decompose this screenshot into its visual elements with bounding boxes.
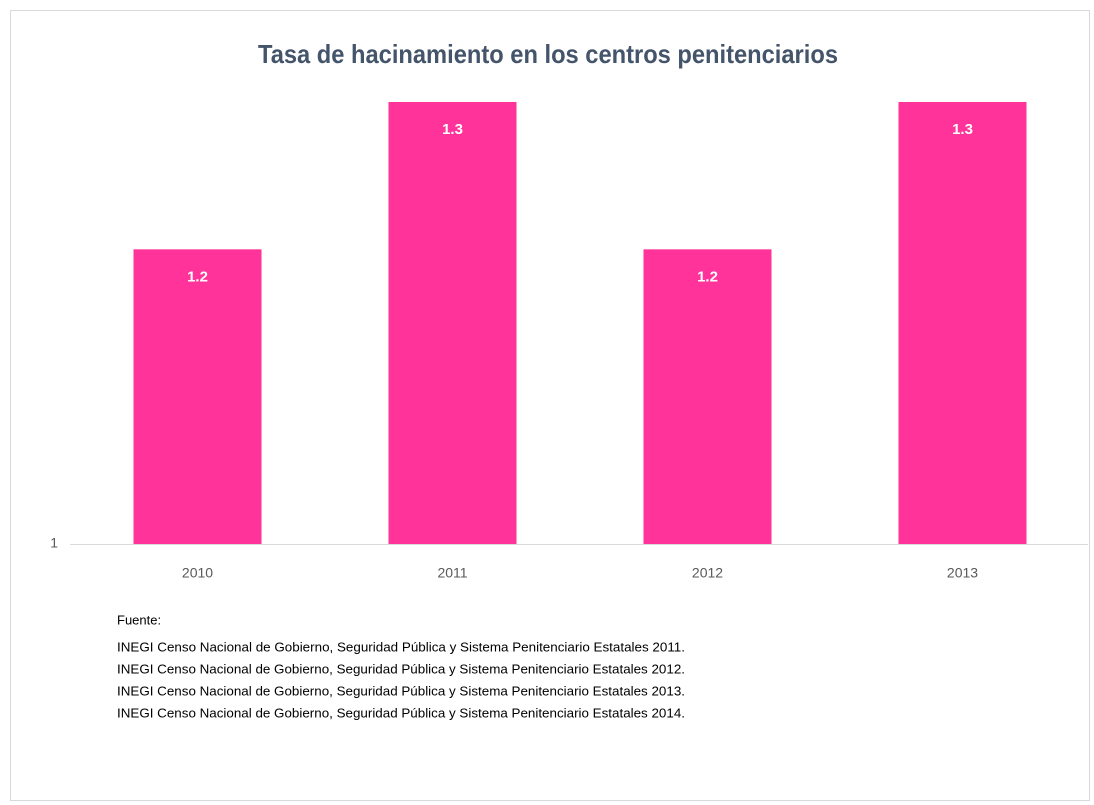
x-tick-label: 2010 bbox=[182, 565, 213, 581]
bar bbox=[133, 249, 262, 545]
chart-title: Tasa de hacinamiento en los centros peni… bbox=[258, 39, 838, 69]
x-tick-label: 2012 bbox=[692, 565, 723, 581]
source-label: Fuente: bbox=[117, 612, 161, 627]
data-label: 1.2 bbox=[697, 268, 718, 285]
data-label: 1.3 bbox=[442, 121, 463, 138]
source-line: INEGI Censo Nacional de Gobierno, Seguri… bbox=[117, 705, 685, 720]
x-tick-label: 2011 bbox=[437, 565, 467, 581]
bar bbox=[898, 102, 1027, 544]
source-line: INEGI Censo Nacional de Gobierno, Seguri… bbox=[117, 683, 685, 698]
bar bbox=[388, 102, 517, 544]
data-label: 1.3 bbox=[952, 121, 973, 138]
x-tick-label: 2013 bbox=[947, 565, 978, 581]
y-tick-label: 1 bbox=[50, 535, 58, 551]
source-line: INEGI Censo Nacional de Gobierno, Seguri… bbox=[117, 639, 685, 654]
bar bbox=[643, 249, 772, 545]
data-label: 1.2 bbox=[187, 268, 208, 285]
source-line: INEGI Censo Nacional de Gobierno, Seguri… bbox=[117, 661, 685, 676]
